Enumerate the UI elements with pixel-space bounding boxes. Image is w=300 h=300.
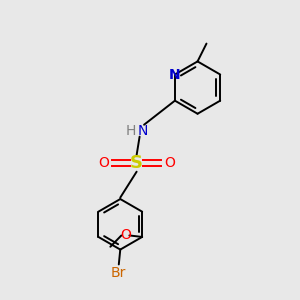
Text: S: S bbox=[130, 154, 143, 172]
Text: O: O bbox=[98, 156, 109, 170]
Text: H: H bbox=[126, 124, 136, 138]
Text: O: O bbox=[120, 229, 131, 242]
Text: N: N bbox=[169, 68, 181, 82]
Text: N: N bbox=[137, 124, 148, 138]
Text: Br: Br bbox=[111, 266, 127, 280]
Text: O: O bbox=[164, 156, 175, 170]
